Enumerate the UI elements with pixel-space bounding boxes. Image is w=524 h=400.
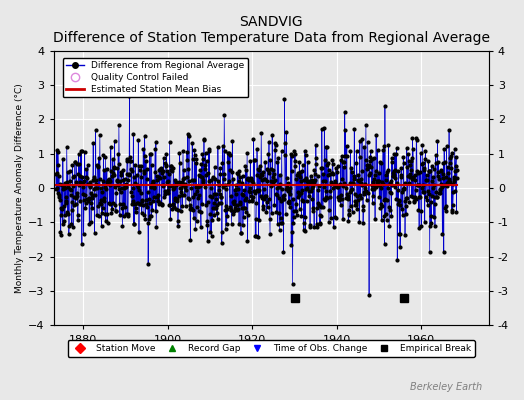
Title: SANDVIG
Difference of Station Temperature Data from Regional Average: SANDVIG Difference of Station Temperatur… bbox=[53, 15, 490, 45]
Y-axis label: Monthly Temperature Anomaly Difference (°C): Monthly Temperature Anomaly Difference (… bbox=[15, 83, 24, 293]
Text: Berkeley Earth: Berkeley Earth bbox=[410, 382, 482, 392]
Legend: Station Move, Record Gap, Time of Obs. Change, Empirical Break: Station Move, Record Gap, Time of Obs. C… bbox=[68, 340, 475, 357]
